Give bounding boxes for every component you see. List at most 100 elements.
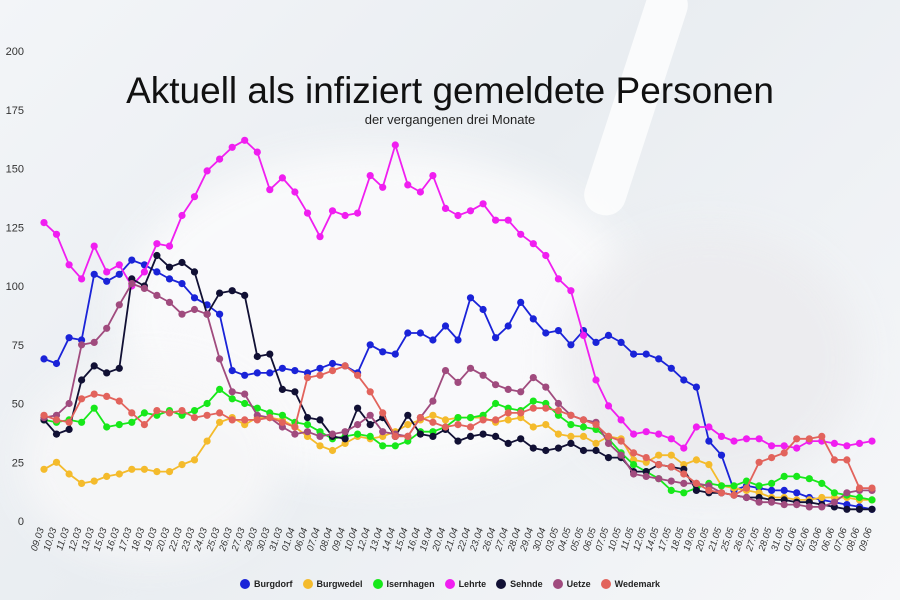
data-point-wedemark — [128, 409, 136, 417]
data-point-isernhagen — [190, 407, 199, 415]
data-point-isernhagen — [868, 496, 876, 504]
data-point-burgwedel — [316, 442, 324, 450]
chart-subtitle: der vergangenen drei Monate — [364, 112, 536, 127]
plot-area — [40, 136, 876, 513]
data-point-wedemark — [153, 407, 161, 415]
data-point-wedemark — [529, 404, 537, 412]
legend-marker — [552, 579, 563, 589]
data-point-lehrte — [52, 230, 61, 238]
legend-marker — [496, 579, 507, 589]
data-point-isernhagen — [730, 482, 738, 490]
data-point-lehrte — [190, 193, 199, 201]
data-point-uetze — [291, 430, 299, 438]
data-point-lehrte — [291, 188, 299, 196]
y-tick-label: 25 — [12, 457, 24, 469]
data-point-lehrte — [479, 200, 487, 208]
data-point-lehrte — [843, 442, 851, 450]
data-point-sehnde — [165, 263, 174, 271]
data-point-wedemark — [630, 449, 638, 457]
data-point-sehnde — [65, 425, 73, 433]
data-point-isernhagen — [366, 432, 374, 440]
data-point-uetze — [843, 489, 851, 497]
data-point-burgwedel — [203, 437, 211, 445]
data-point-uetze — [617, 451, 625, 459]
data-point-lehrte — [667, 435, 675, 443]
data-point-wedemark — [216, 409, 224, 417]
data-point-uetze — [542, 383, 550, 391]
data-point-lehrte — [567, 287, 575, 295]
data-point-uetze — [554, 399, 563, 408]
data-point-burgdorf — [253, 369, 261, 377]
chart-title: Aktuell als infiziert gemeldete Personen — [126, 70, 774, 111]
data-point-wedemark — [692, 479, 701, 487]
data-point-isernhagen — [630, 461, 638, 469]
data-point-sehnde — [52, 430, 61, 438]
data-point-isernhagen — [140, 409, 148, 417]
data-point-uetze — [441, 367, 450, 375]
data-point-burgdorf — [768, 486, 776, 494]
data-point-wedemark — [554, 407, 563, 415]
data-point-uetze — [153, 291, 161, 299]
legend-label: Sehnde — [510, 579, 543, 589]
data-point-isernhagen — [216, 385, 224, 393]
data-point-isernhagen — [253, 404, 261, 412]
data-point-burgdorf — [128, 256, 136, 264]
data-point-wedemark — [253, 416, 261, 424]
legend-label: Isernhagen — [386, 579, 435, 589]
data-point-lehrte — [768, 442, 776, 450]
data-point-burgwedel — [542, 421, 550, 429]
data-point-isernhagen — [228, 395, 236, 403]
data-point-uetze — [366, 411, 374, 419]
data-point-burgdorf — [692, 383, 701, 391]
data-point-burgwedel — [529, 423, 537, 431]
data-point-sehnde — [492, 432, 500, 440]
data-point-burgdorf — [40, 355, 48, 363]
data-point-uetze — [604, 439, 613, 447]
data-point-burgdorf — [630, 350, 638, 358]
data-point-wedemark — [40, 411, 48, 419]
data-point-lehrte — [655, 430, 663, 438]
data-point-isernhagen — [454, 414, 462, 422]
data-point-uetze — [165, 298, 174, 306]
data-point-uetze — [190, 305, 199, 314]
data-point-lehrte — [328, 207, 337, 215]
data-point-uetze — [830, 498, 839, 506]
data-point-burgdorf — [705, 437, 713, 445]
data-point-isernhagen — [680, 489, 688, 497]
data-point-lehrte — [855, 439, 864, 447]
data-point-burgwedel — [441, 416, 450, 424]
data-point-sehnde — [604, 454, 613, 462]
data-point-isernhagen — [78, 418, 86, 426]
data-point-burgwedel — [153, 468, 161, 476]
data-point-lehrte — [554, 275, 563, 283]
data-point-wedemark — [291, 423, 299, 431]
data-point-isernhagen — [529, 397, 537, 405]
data-point-sehnde — [429, 432, 437, 440]
data-point-sehnde — [542, 446, 550, 455]
data-point-burgdorf — [517, 298, 525, 306]
data-point-burgwedel — [65, 470, 73, 478]
data-point-sehnde — [517, 435, 525, 443]
data-point-wedemark — [278, 418, 286, 426]
data-point-wedemark — [868, 484, 876, 492]
y-tick-label: 0 — [18, 516, 24, 528]
data-point-sehnde — [278, 385, 286, 393]
data-point-sehnde — [266, 350, 274, 358]
data-point-wedemark — [805, 435, 813, 443]
data-point-sehnde — [90, 362, 98, 370]
data-point-isernhagen — [755, 482, 763, 490]
data-point-isernhagen — [379, 442, 387, 450]
data-point-uetze — [65, 399, 73, 408]
data-point-lehrte — [379, 183, 387, 191]
data-point-sehnde — [466, 432, 475, 440]
data-point-sehnde — [341, 435, 349, 443]
data-point-wedemark — [190, 414, 199, 422]
data-point-uetze — [517, 388, 525, 396]
data-point-lehrte — [780, 442, 788, 450]
data-point-burgwedel — [818, 493, 826, 502]
data-point-burgdorf — [228, 367, 236, 375]
data-point-wedemark — [843, 456, 851, 464]
data-point-wedemark — [680, 470, 688, 478]
data-point-lehrte — [441, 204, 450, 212]
